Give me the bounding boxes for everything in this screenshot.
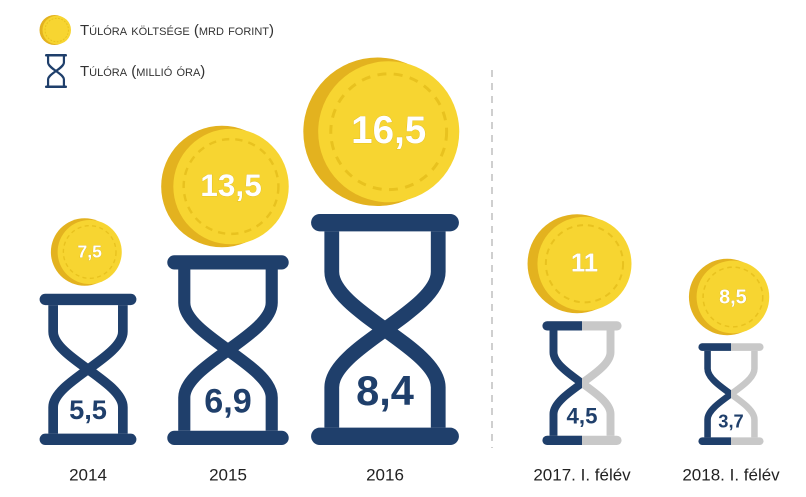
coin-face (537, 216, 632, 311)
coin: 16,5 (303, 57, 460, 206)
hourglass-label: 4,5 (567, 404, 598, 429)
x-tick-label: 2017. I. félév (533, 465, 631, 484)
x-tick-label: 2018. I. félév (682, 465, 780, 484)
coin (39, 15, 71, 45)
x-tick-label: 2016 (366, 465, 404, 484)
hourglass-bottom (45, 85, 67, 88)
coin: 7,5 (50, 218, 122, 286)
hourglass-bottom (311, 427, 459, 445)
hourglass: 5,5 (39, 293, 137, 445)
coin-label: 11 (571, 250, 598, 278)
hourglass-body (46, 56, 66, 86)
coin-label: 8,5 (719, 286, 747, 308)
hourglass-body (48, 305, 128, 434)
coin-rim (329, 72, 449, 192)
coin-face (696, 260, 770, 334)
x-tick-label: 2014 (69, 465, 107, 484)
hourglass-bottom (698, 437, 732, 445)
hourglass-label: 5,5 (69, 394, 107, 425)
coin-label: 16,5 (351, 109, 426, 152)
hourglass (45, 54, 67, 88)
x-tick-label: 2015 (209, 465, 247, 484)
hourglass-body (178, 269, 278, 431)
hourglass: 6,9 (167, 255, 289, 445)
hourglass: 3,7 (698, 343, 764, 445)
legend-label: Túlóra költsége (mrd forint) (80, 22, 274, 39)
hourglass-part (45, 54, 67, 88)
hourglass-part (698, 343, 732, 445)
hourglass-part (39, 293, 137, 445)
coin-face (57, 219, 122, 285)
hourglass-top (39, 293, 137, 306)
hourglass-bottom (39, 433, 137, 445)
coin-label: 13,5 (200, 167, 261, 203)
hourglass-top (542, 321, 583, 331)
legend: Túlóra költsége (mrd forint) Túlóra (mill… (39, 15, 274, 88)
coin: 8,5 (688, 258, 770, 336)
legend-label: Túlóra (millió óra) (80, 63, 205, 80)
hourglass-body (549, 330, 583, 436)
coin-rim (182, 137, 280, 236)
coin: 11 (527, 214, 632, 314)
coin-rim (62, 225, 117, 280)
coin-rim (702, 266, 764, 328)
coin-rim (544, 224, 625, 304)
coin-label: 7,5 (78, 242, 103, 262)
hourglass-top (698, 343, 732, 351)
hourglass-top (167, 255, 289, 270)
hourglass: 8,4 (311, 214, 459, 445)
hourglass-body (324, 231, 446, 428)
hourglass-body (704, 350, 732, 438)
hourglass-part (311, 214, 459, 445)
hourglass-bottom (167, 430, 289, 445)
hourglass: 4,5 (542, 321, 622, 445)
hourglass-label: 6,9 (204, 382, 251, 420)
hourglass-part (542, 321, 583, 445)
coin-rim (44, 17, 69, 43)
coin: 13,5 (161, 125, 289, 248)
hourglass-label: 8,4 (356, 367, 414, 414)
hourglass-part (167, 255, 289, 445)
hourglass-top (45, 54, 67, 57)
coin-face (173, 128, 289, 245)
hourglass-bottom (542, 435, 583, 445)
coin-face (318, 61, 460, 203)
hourglass-label: 3,7 (718, 410, 743, 431)
coin-face (42, 15, 71, 45)
hourglass-top (311, 214, 459, 232)
